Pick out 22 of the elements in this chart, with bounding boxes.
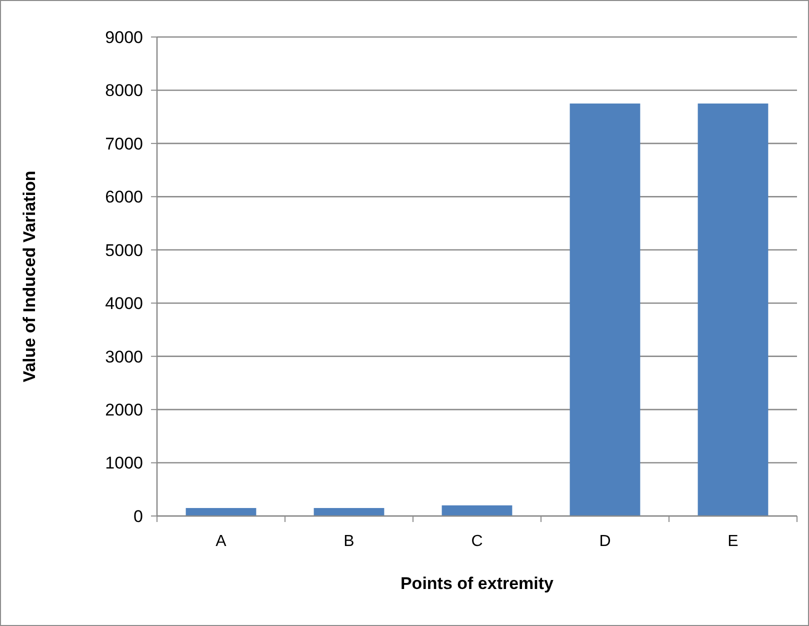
bar <box>442 505 512 516</box>
y-tick-label: 8000 <box>105 81 143 100</box>
x-tick-label: C <box>471 533 483 550</box>
y-tick-label: 6000 <box>105 188 143 207</box>
y-tick-label: 7000 <box>105 134 143 154</box>
x-tick-label: D <box>599 533 611 550</box>
x-axis-title: Points of extremity <box>400 574 554 593</box>
y-tick-label: 0 <box>134 506 143 526</box>
x-tick-label: A <box>216 533 227 550</box>
bar <box>698 104 768 516</box>
x-tick-label: E <box>728 533 738 550</box>
bar <box>314 508 384 516</box>
y-tick-label: 1000 <box>105 454 143 473</box>
bar <box>570 104 640 516</box>
y-tick-label: 9000 <box>105 28 143 47</box>
bar <box>186 508 256 516</box>
y-axis-title: Value of Induced Variation <box>20 170 39 382</box>
x-tick-label: B <box>344 533 354 550</box>
y-tick-label: 5000 <box>105 240 143 260</box>
y-tick-label: 4000 <box>105 294 143 314</box>
y-tick-label: 2000 <box>105 400 143 420</box>
y-tick-label: 3000 <box>105 347 143 366</box>
